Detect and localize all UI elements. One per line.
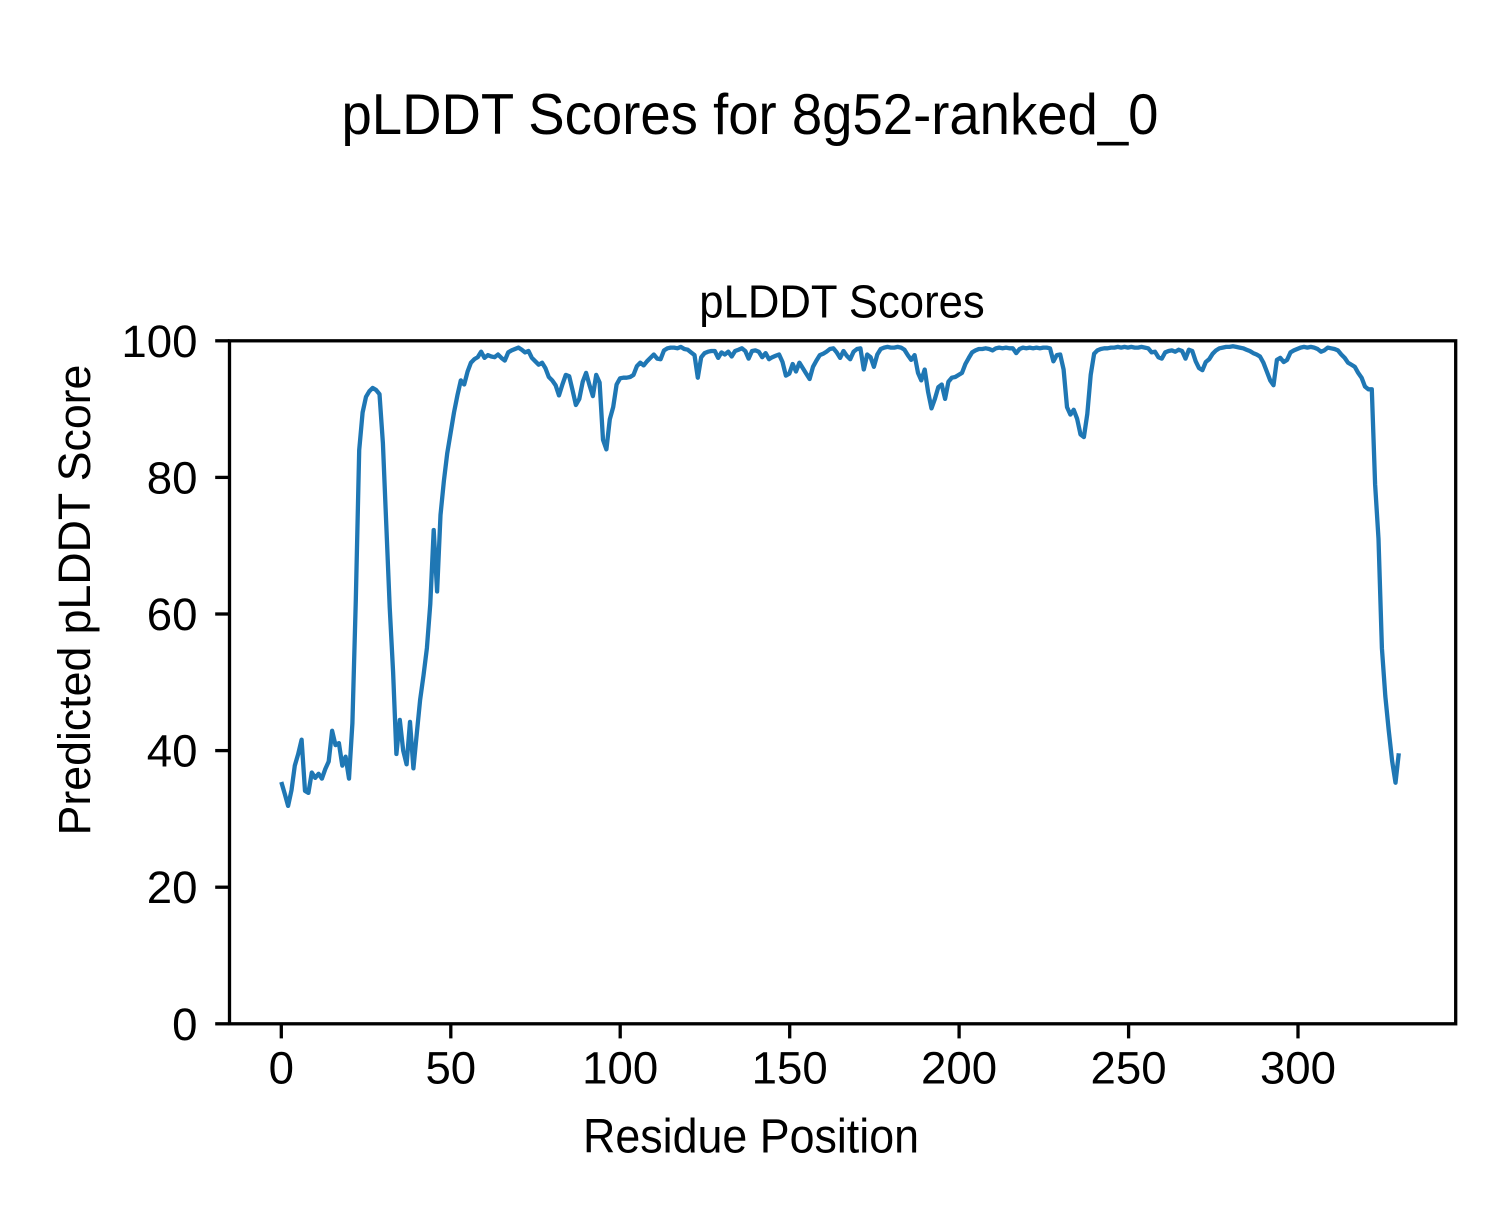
svg-text:pLDDT Scores: pLDDT Scores (699, 275, 984, 327)
svg-text:Residue Position: Residue Position (583, 1111, 919, 1164)
svg-text:250: 250 (1091, 1043, 1167, 1094)
svg-text:Predicted pLDDT Score: Predicted pLDDT Score (49, 365, 100, 836)
svg-text:300: 300 (1260, 1043, 1336, 1094)
svg-text:80: 80 (147, 452, 198, 503)
svg-text:40: 40 (147, 726, 198, 777)
svg-text:0: 0 (269, 1043, 294, 1094)
svg-text:200: 200 (921, 1043, 997, 1094)
svg-text:60: 60 (147, 589, 198, 640)
svg-text:100: 100 (582, 1043, 658, 1094)
svg-text:150: 150 (752, 1043, 828, 1094)
svg-text:0: 0 (172, 999, 197, 1050)
svg-text:pLDDT Scores for 8g52-ranked_0: pLDDT Scores for 8g52-ranked_0 (342, 83, 1159, 147)
svg-text:20: 20 (147, 862, 198, 913)
svg-text:50: 50 (425, 1043, 476, 1094)
svg-text:100: 100 (121, 316, 197, 367)
